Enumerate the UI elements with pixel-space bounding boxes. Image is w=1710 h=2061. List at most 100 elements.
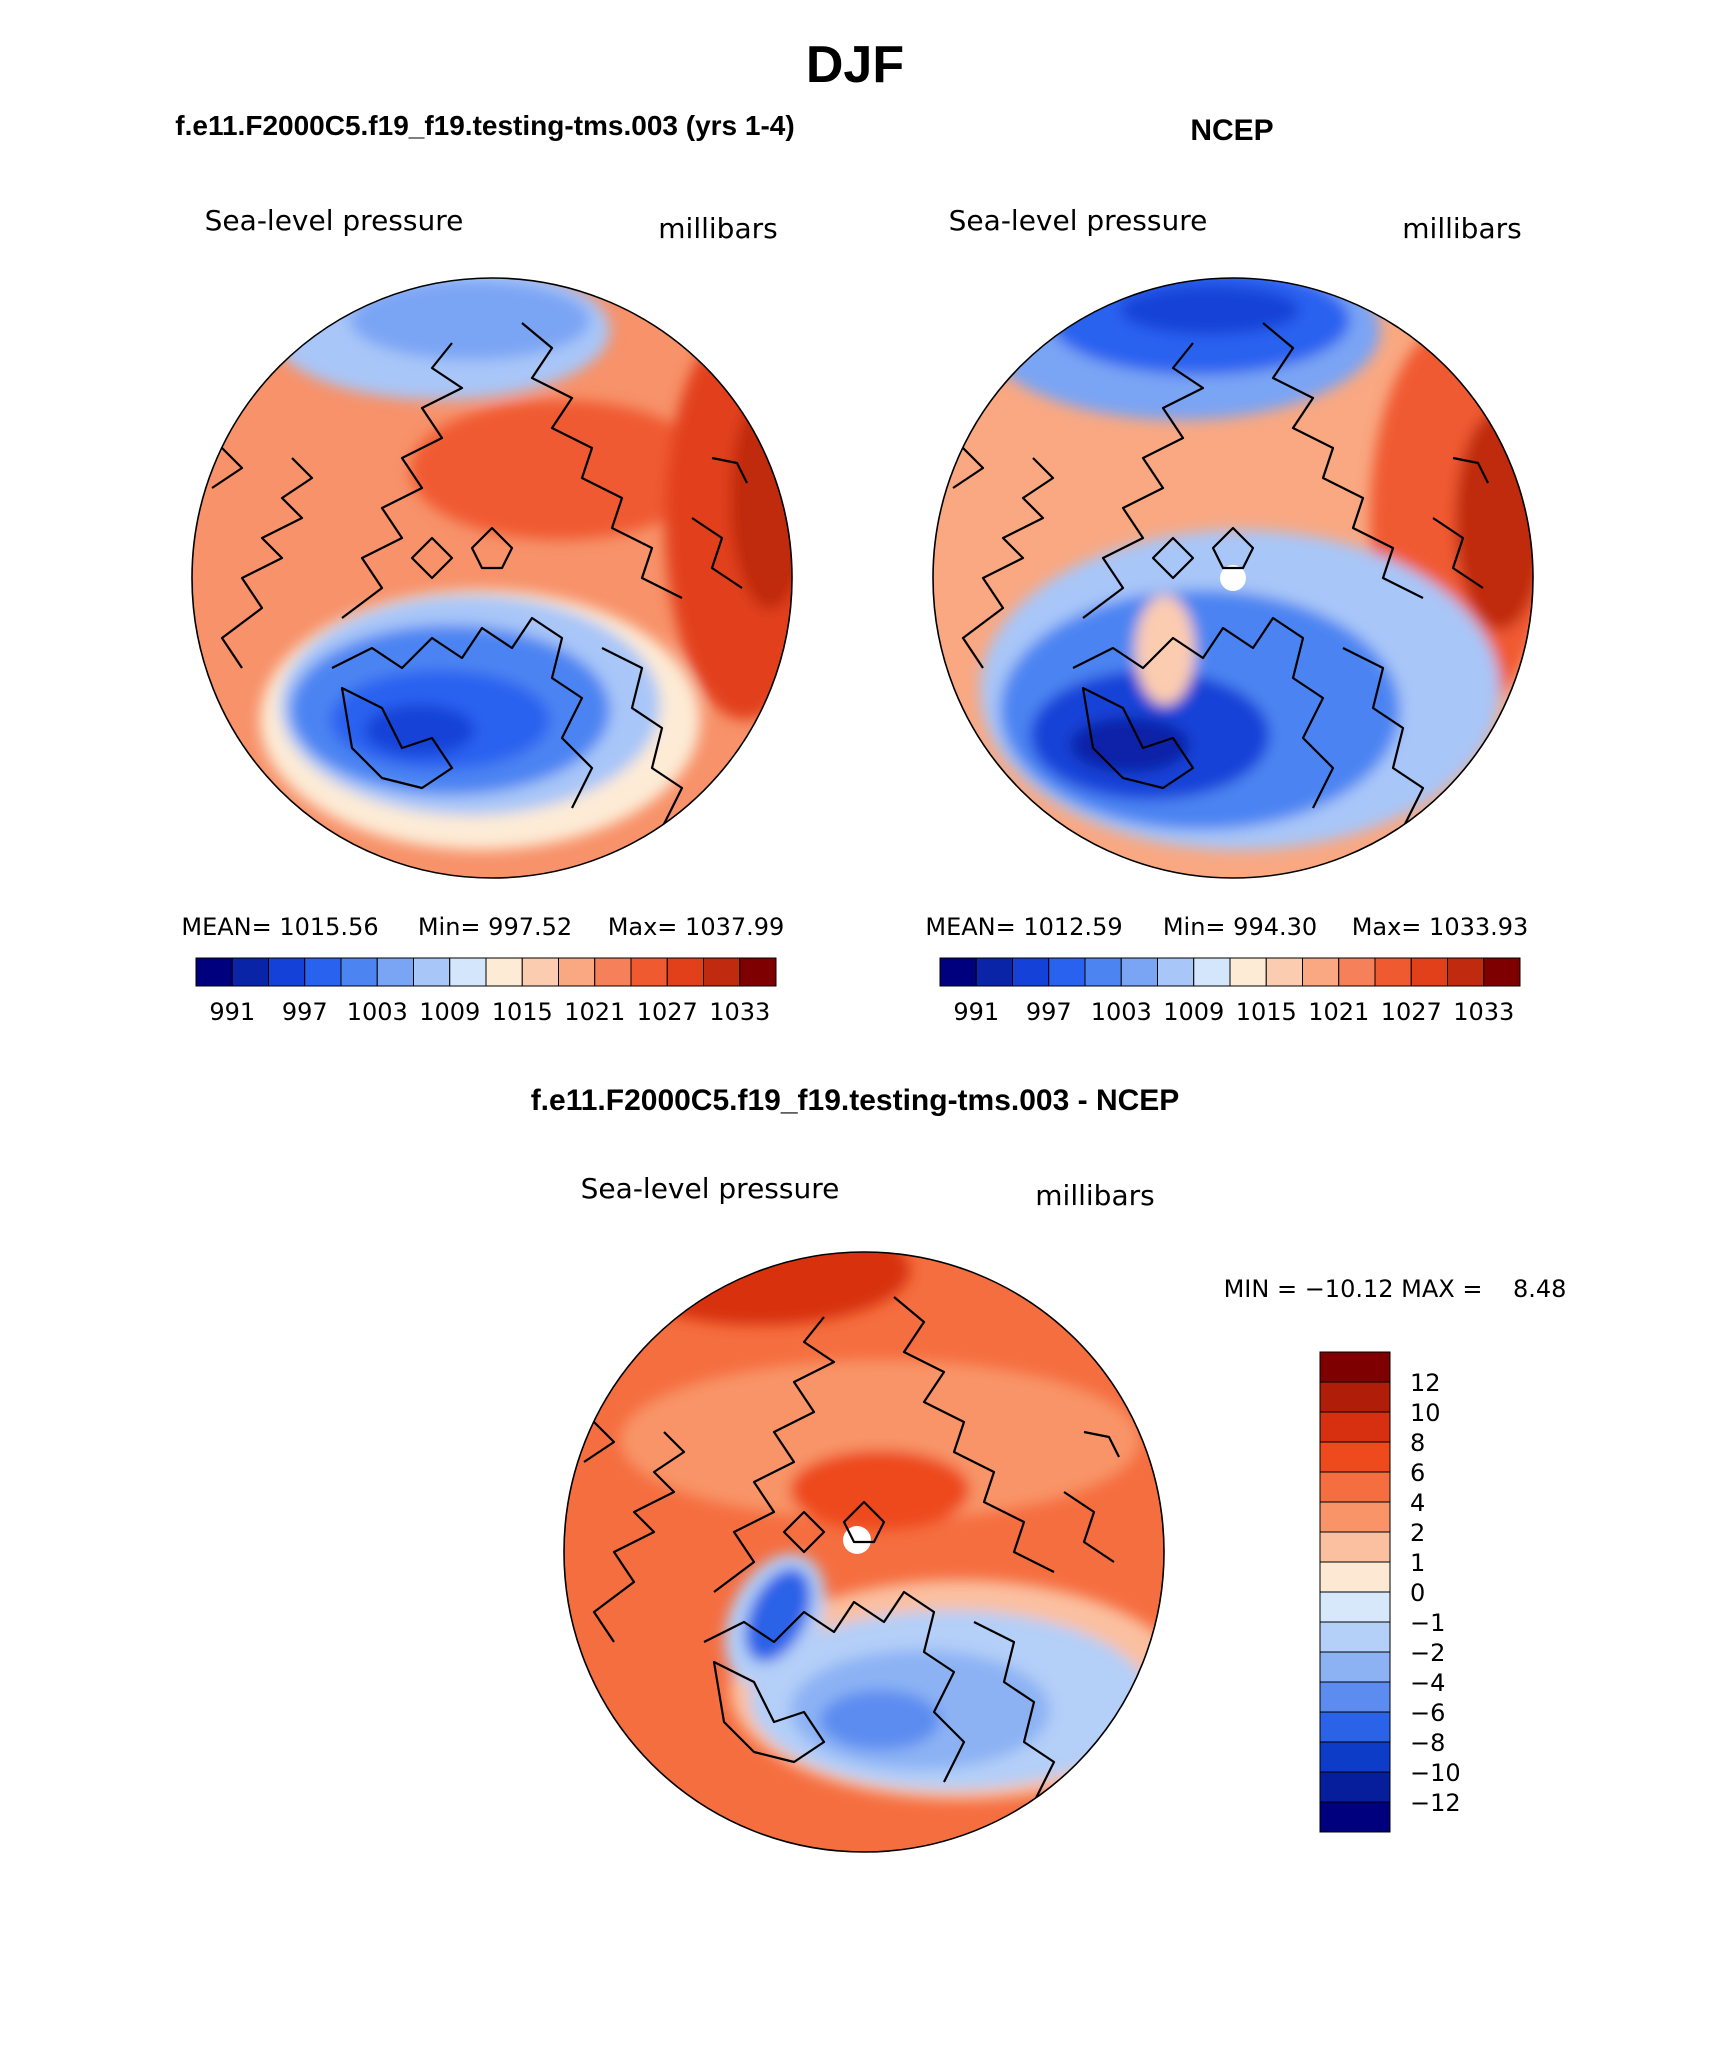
colorbar-swatch (666, 957, 704, 987)
colorbar-swatch (1302, 957, 1340, 987)
colorbar-swatch (1319, 1411, 1391, 1443)
variable-label: Sea-level pressure (949, 204, 1208, 237)
colorbar-swatch (1193, 957, 1231, 987)
colorbar-swatch (1319, 1771, 1391, 1803)
colorbar-tick-label: 1003 (347, 998, 408, 1026)
colorbar-tick-label: 1 (1410, 1549, 1425, 1577)
colorbar-tick-label: −1 (1410, 1609, 1445, 1637)
units-label: millibars (1035, 1179, 1154, 1212)
colorbar-tick-label: 1033 (709, 998, 770, 1026)
page-title: DJF (806, 36, 904, 94)
colorbar-swatch (195, 957, 233, 987)
colorbar-tick-label: 1015 (492, 998, 553, 1026)
colorbar-swatch (1157, 957, 1195, 987)
map-boundary (191, 277, 793, 879)
region-siberian-high-core (730, 390, 792, 610)
variable-label: Sea-level pressure (581, 1172, 840, 1205)
colorbar-swatch (1319, 1591, 1391, 1623)
colorbar-tick-label: −2 (1410, 1639, 1445, 1667)
panel-title: NCEP (1190, 114, 1273, 147)
colorbar-swatch (1338, 957, 1376, 987)
colorbar-swatch (594, 957, 632, 987)
model-panel: f.e11.F2000C5.f19_f19.testing-tms.003 (y… (175, 110, 794, 1026)
colorbar-swatch (1319, 1441, 1391, 1473)
colorbar-swatch (558, 957, 596, 987)
colorbar-swatch (1483, 957, 1521, 987)
colorbar-swatch (1012, 957, 1050, 987)
min-stat: Min= 997.52 (418, 913, 572, 941)
colorbar-tick-label: 997 (282, 998, 328, 1026)
colorbar-swatch (1319, 1531, 1391, 1563)
colorbar-swatch (1319, 1561, 1391, 1593)
colorbar-swatch (1048, 957, 1086, 987)
colorbar-tick-label: −10 (1410, 1759, 1461, 1787)
colorbar-tick-label: 991 (953, 998, 999, 1026)
colorbar-swatch (1319, 1801, 1391, 1833)
minmax-stat: MIN = −10.12 MAX = 8.48 (1224, 1275, 1567, 1303)
colorbar-swatch (376, 957, 414, 987)
colorbar-swatch (268, 957, 306, 987)
colorbar-swatch (1229, 957, 1267, 987)
colorbar-tick-label: 4 (1410, 1489, 1425, 1517)
colorbar-tick-label: 1027 (637, 998, 698, 1026)
map-boundary (563, 1251, 1165, 1853)
colorbar-swatch (449, 957, 487, 987)
region-arctic-high (410, 400, 710, 540)
colorbar-swatch (413, 957, 451, 987)
region-arctic-positive (790, 1450, 970, 1530)
colorbar-swatch (304, 957, 342, 987)
colorbar-swatch (1319, 1741, 1391, 1773)
mean-stat: MEAN= 1015.56 (181, 913, 378, 941)
colorbar-swatch (1319, 1501, 1391, 1533)
units-label: millibars (1402, 212, 1521, 245)
colorbar-swatch (939, 957, 977, 987)
region-greenland-negative (744, 1568, 812, 1662)
map-field (192, 278, 792, 878)
colorbar-swatch (630, 957, 668, 987)
variable-label: Sea-level pressure (205, 204, 464, 237)
colorbar-tick-label: 997 (1026, 998, 1072, 1026)
colorbar-swatch (485, 957, 523, 987)
region-icelandic-low-center (365, 704, 475, 756)
max-stat: Max= 1033.93 (1352, 913, 1529, 941)
ncep-panel: NCEP Sea-level pressure millibars MEAN= … (925, 114, 1534, 1026)
colorbar-tick-label: 8 (1410, 1429, 1425, 1457)
colorbar-tick-label: 2 (1410, 1519, 1425, 1547)
colorbar-tick-label: −4 (1410, 1669, 1445, 1697)
colorbar-swatch (975, 957, 1013, 987)
colorbar-swatch (1410, 957, 1448, 987)
colorbar-tick-label: 1021 (564, 998, 625, 1026)
colorbar-swatch (231, 957, 269, 987)
colorbar-swatch (1374, 957, 1412, 987)
colorbar-swatch (703, 957, 741, 987)
panel-title: f.e11.F2000C5.f19_f19.testing-tms.003 - … (531, 1084, 1180, 1117)
colorbar-swatch (1447, 957, 1485, 987)
colorbar-tick-label: 1027 (1381, 998, 1442, 1026)
colorbar-tick-label: −8 (1410, 1729, 1445, 1757)
map-field (564, 1252, 1164, 1852)
colorbar-swatch (1319, 1711, 1391, 1743)
region-europe-negative-core (820, 1690, 940, 1750)
colorbar-tick-label: 1015 (1236, 998, 1297, 1026)
region-greenland-high (1135, 595, 1195, 705)
colorbar-tick-label: 1003 (1091, 998, 1152, 1026)
colorbar-tick-label: 1009 (419, 998, 480, 1026)
colorbar-tick-label: 12 (1410, 1369, 1441, 1397)
colorbar-tick-label: 991 (209, 998, 255, 1026)
region-siberian-high-core (1455, 410, 1533, 630)
region-north-pacific-low-core (1120, 285, 1300, 335)
panel-title: f.e11.F2000C5.f19_f19.testing-tms.003 (y… (175, 110, 794, 141)
map-boundary (932, 277, 1534, 879)
colorbar: 991 997 1003 1009 1015 1021 1027 1033 (939, 957, 1521, 1026)
max-stat: Max= 1037.99 (608, 913, 785, 941)
colorbar-swatch (739, 957, 777, 987)
map-field (933, 278, 1533, 878)
colorbar-swatch (340, 957, 378, 987)
mean-stat: MEAN= 1012.59 (925, 913, 1122, 941)
colorbar: 991 997 1003 1009 1015 1021 1027 1033 (195, 957, 777, 1026)
colorbar-swatch (1084, 957, 1122, 987)
colorbar-swatch (1319, 1681, 1391, 1713)
pole-missing-data (1220, 565, 1246, 591)
colorbar-tick-label: −12 (1410, 1789, 1461, 1817)
